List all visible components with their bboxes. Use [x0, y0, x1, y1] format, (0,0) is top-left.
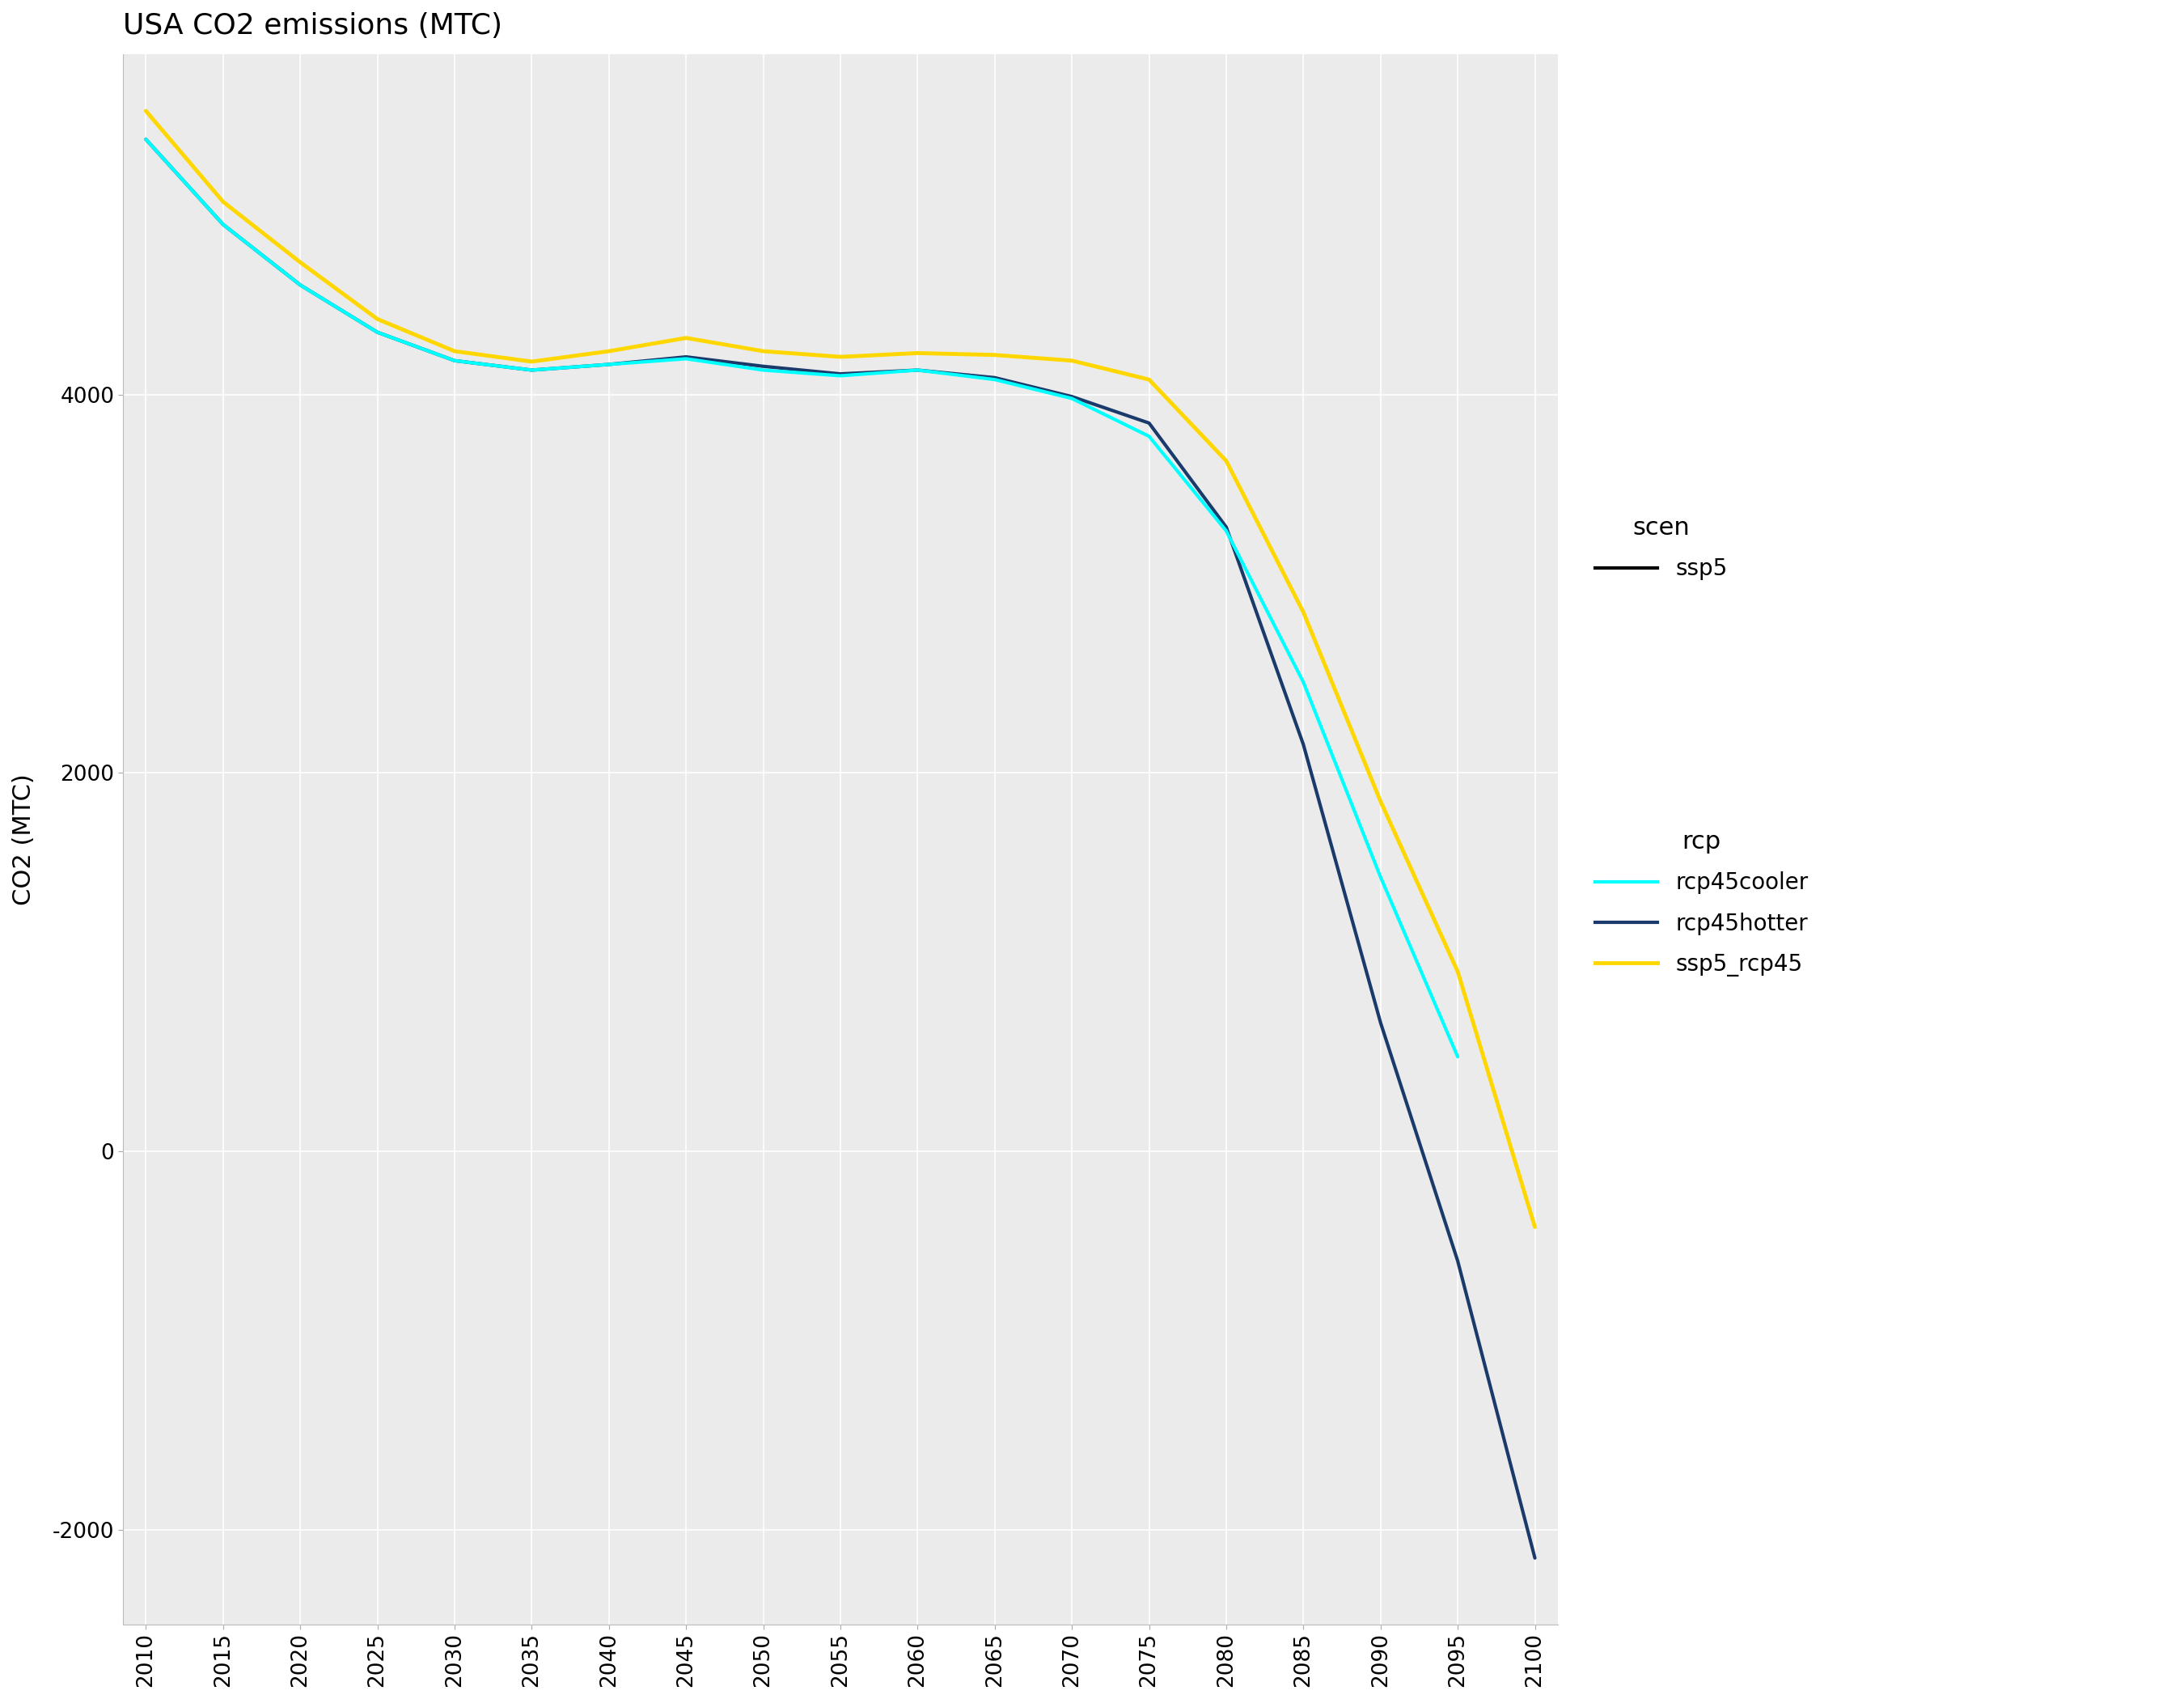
- Legend: rcp45cooler, rcp45hotter, ssp5_rcp45: rcp45cooler, rcp45hotter, ssp5_rcp45: [1583, 819, 1819, 987]
- Y-axis label: CO2 (MTC): CO2 (MTC): [13, 773, 35, 906]
- Text: USA CO2 emissions (MTC): USA CO2 emissions (MTC): [122, 12, 502, 39]
